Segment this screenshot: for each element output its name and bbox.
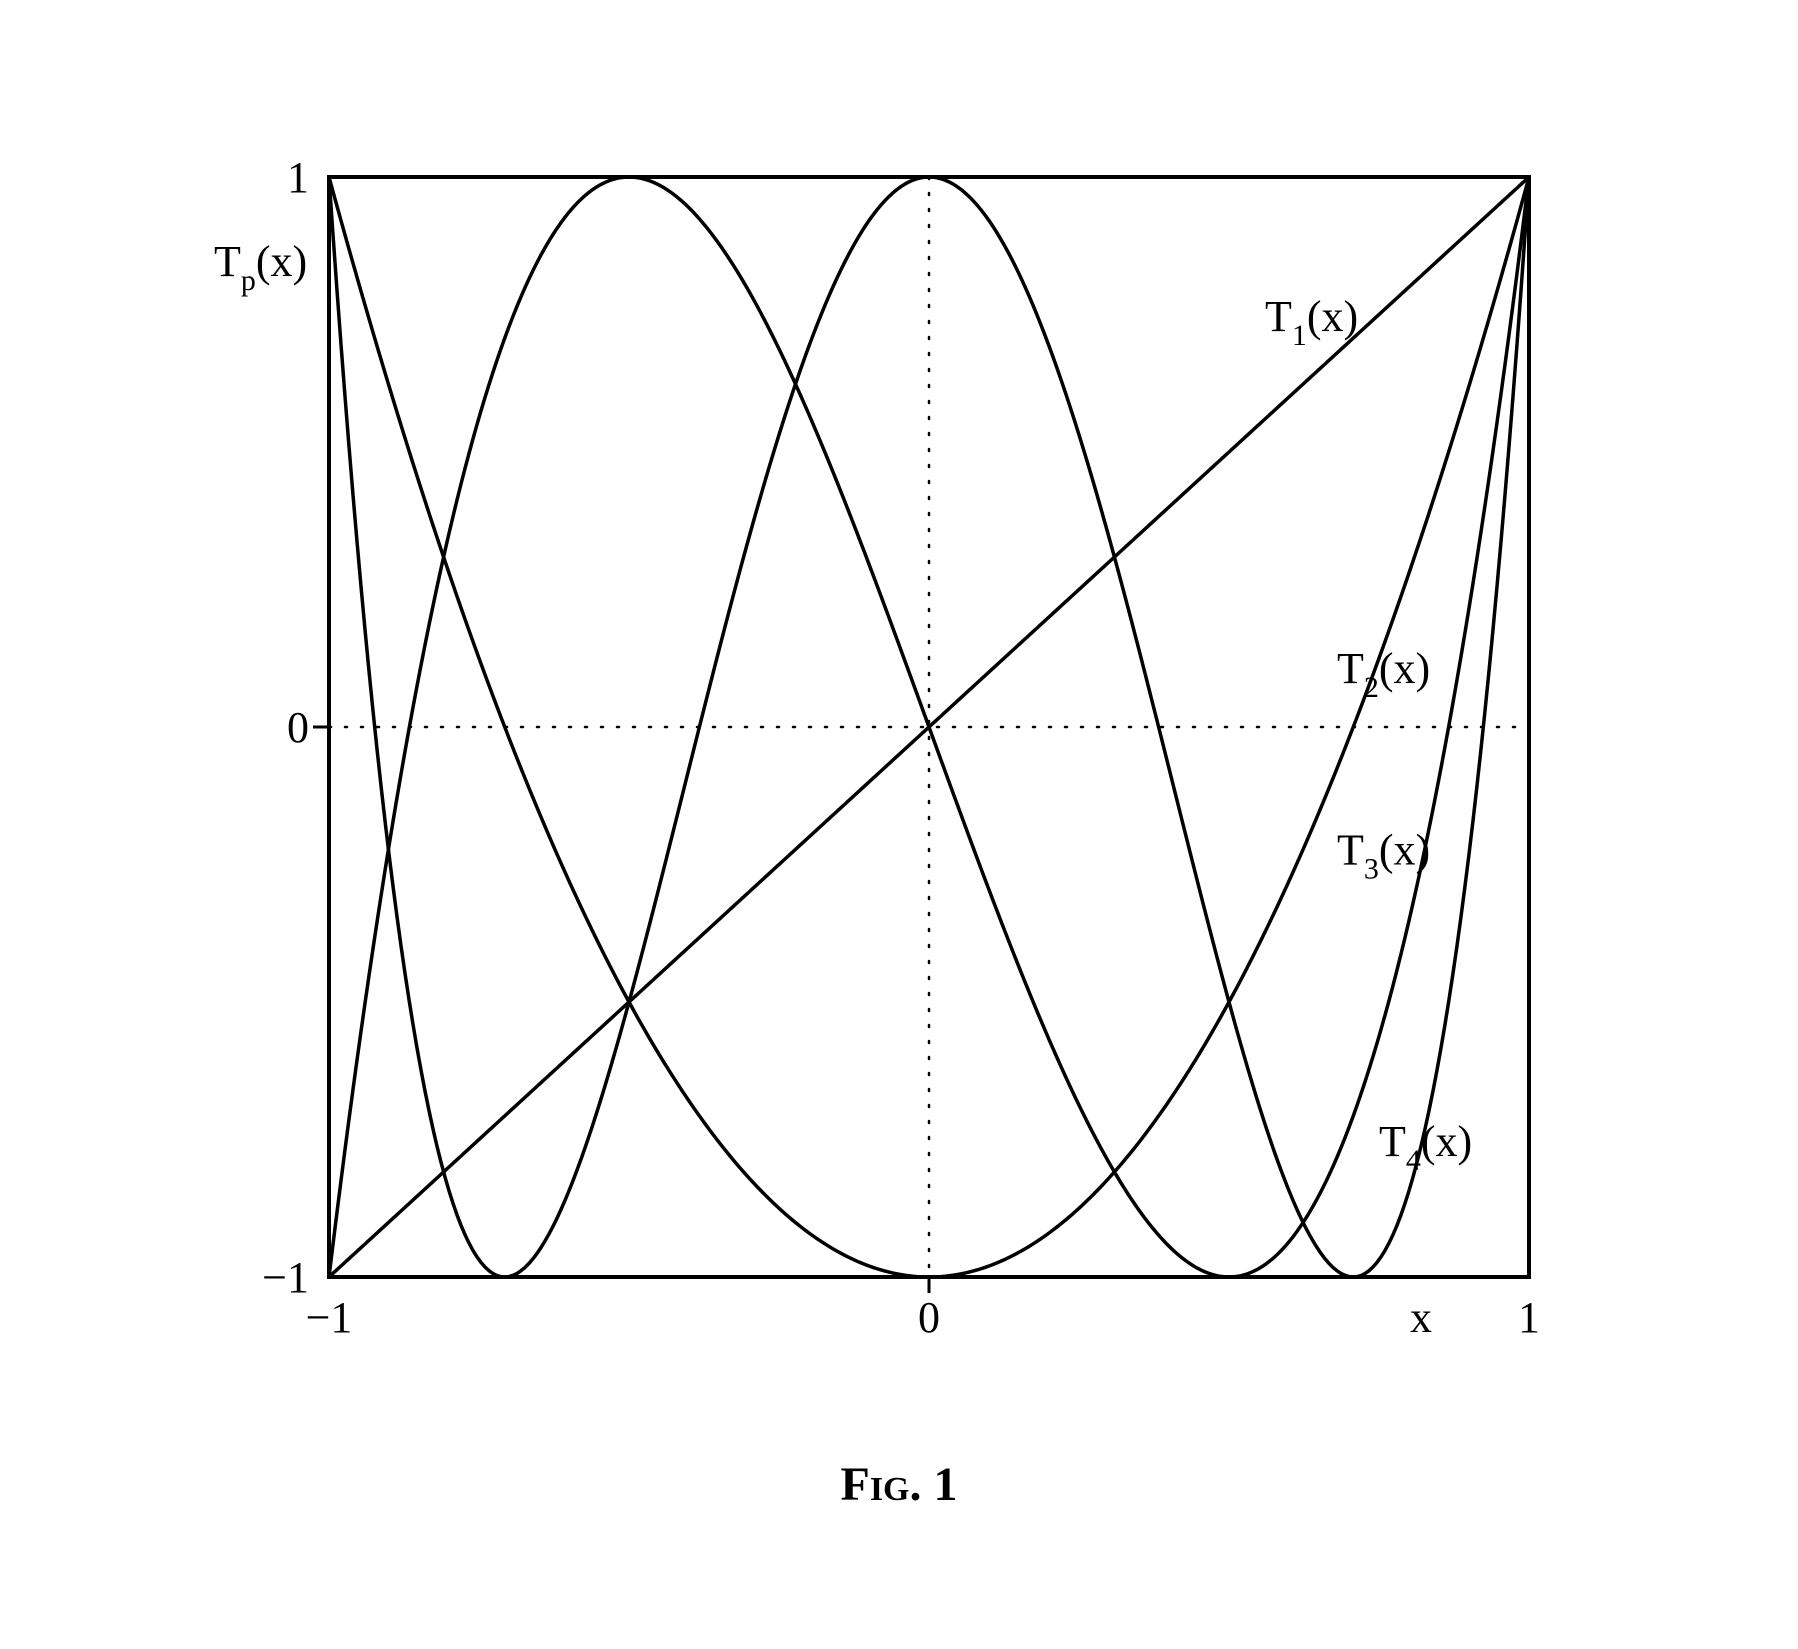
y-axis-label: Tp(x) (214, 237, 307, 297)
curve-label-T2: T2(x) (1337, 644, 1430, 704)
xtick-minus1: −1 (306, 1293, 353, 1342)
chart-svg: −1 0 1 x 1 0 −1 Tp(x) T1(x) T2(x) T3(x) T4(x) (199, 137, 1599, 1417)
figure-caption: Fig. 1 (199, 1457, 1599, 1512)
curve-label-T1: T1(x) (1265, 292, 1358, 352)
figure-container: −1 0 1 x 1 0 −1 Tp(x) T1(x) T2(x) T3(x) T4(x) Fig. … (199, 137, 1599, 1512)
curve-label-T4: T4(x) (1379, 1117, 1472, 1177)
ytick-minus1: −1 (262, 1253, 309, 1302)
curve-label-T3: T3(x) (1337, 826, 1430, 886)
ytick-0: 0 (287, 703, 309, 752)
xtick-0: 0 (918, 1293, 940, 1342)
x-axis-label: x (1410, 1293, 1432, 1342)
ytick-1: 1 (287, 153, 309, 202)
xtick-1: 1 (1518, 1293, 1540, 1342)
